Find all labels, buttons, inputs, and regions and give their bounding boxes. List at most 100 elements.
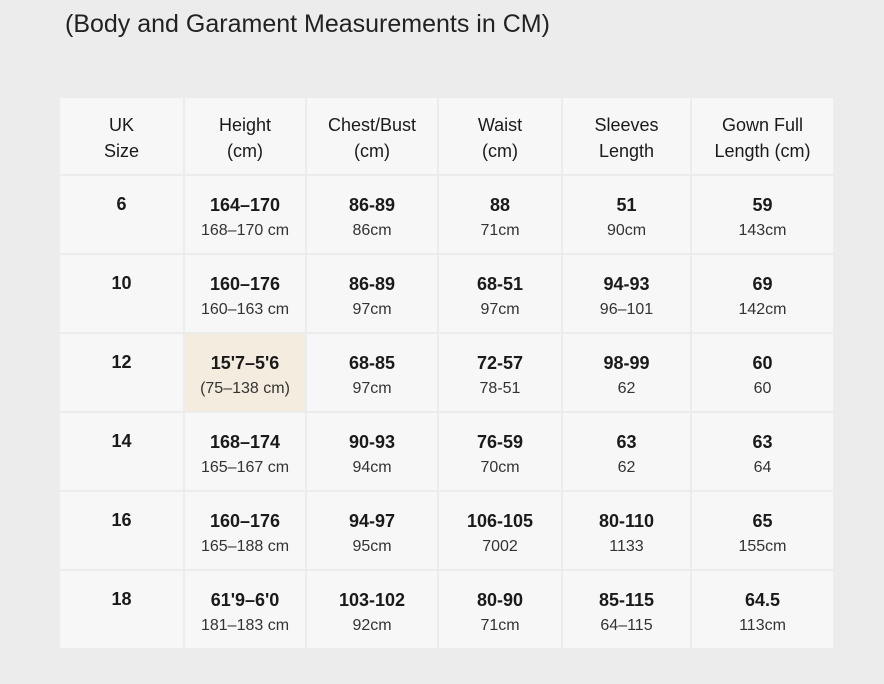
sub-value: 113cm: [739, 617, 786, 634]
sub-value: 71cm: [480, 222, 520, 239]
size-cell: 10: [58, 253, 185, 334]
sub-value: 96–101: [599, 301, 654, 318]
measurement-cell: 80-110 1133: [561, 490, 692, 571]
sub-value: 165–188 cm: [200, 538, 290, 555]
sub-value: 78-51: [479, 380, 521, 397]
column-header: Height (cm): [183, 96, 307, 176]
column-header: Sleeves Length: [561, 96, 692, 176]
sub-value: 155cm: [738, 538, 787, 555]
size-label: 10: [111, 273, 132, 293]
main-value: 98-99: [603, 353, 650, 373]
main-value: 68-51: [476, 274, 524, 294]
main-value: 160–176: [209, 511, 281, 531]
main-value: 160–176: [209, 274, 281, 294]
main-value: 51: [616, 195, 637, 215]
sub-value: 168–170 cm: [200, 222, 290, 239]
main-value: 103-102: [338, 590, 406, 610]
main-value: 59: [752, 195, 773, 215]
size-table: UK Size Height (cm) Chest/Bust (cm) Waist (…: [58, 96, 835, 650]
size-cell: 6: [58, 174, 185, 255]
measurement-cell: 103-102 92cm: [305, 569, 439, 650]
main-value: 76-59: [476, 432, 524, 452]
size-cell: 16: [58, 490, 185, 571]
column-header: Gown Full Length (cm): [690, 96, 835, 176]
main-value: 106-105: [466, 511, 534, 531]
sub-value: 143cm: [738, 222, 787, 239]
main-value: 94-93: [603, 274, 650, 294]
main-value: 86-89: [348, 195, 396, 215]
sub-value: (75–138 cm): [200, 380, 290, 397]
main-value: 80-110: [598, 511, 655, 531]
measurement-cell: 68-51 97cm: [437, 253, 563, 334]
sub-value: 90cm: [606, 222, 647, 239]
measurement-cell: 160–176 165–188 cm: [183, 490, 307, 571]
main-value: 69: [752, 274, 773, 294]
sub-value: 165–167 cm: [200, 459, 290, 476]
size-cell: 12: [58, 332, 185, 413]
measurement-cell: 90-93 94cm: [305, 411, 439, 492]
sub-value: 95cm: [352, 538, 392, 555]
table-row: 6 164–170 168–170 cm 86-89 86cm 88 71cm 51 90cm 5…: [58, 174, 835, 255]
measurement-cell: 51 90cm: [561, 174, 692, 255]
measurement-cell: 80-90 71cm: [437, 569, 563, 650]
main-value: 88: [489, 195, 511, 215]
measurement-cell: 59 143cm: [690, 174, 835, 255]
main-value: 63: [752, 432, 773, 452]
sub-value: 142cm: [738, 301, 787, 318]
measurement-cell: 64.5 113cm: [690, 569, 835, 650]
main-value: 68-85: [348, 353, 396, 373]
column-header: Waist (cm): [437, 96, 563, 176]
sub-value: 7002: [482, 538, 518, 555]
sub-value: 97cm: [352, 301, 392, 318]
main-value: 61'9–6'0: [210, 590, 280, 610]
sub-value: 71cm: [480, 617, 520, 634]
measurement-cell: 63 62: [561, 411, 692, 492]
main-value: 90-93: [348, 432, 396, 452]
measurement-cell: 106-105 7002: [437, 490, 563, 571]
measurement-cell: 72-57 78-51: [437, 332, 563, 413]
sub-value: 62: [617, 380, 636, 397]
measurement-cell: 85-115 64–115: [561, 569, 692, 650]
measurement-cell: 76-59 70cm: [437, 411, 563, 492]
sub-value: 62: [617, 459, 636, 476]
main-value: 86-89: [348, 274, 396, 294]
main-value: 80-90: [476, 590, 524, 610]
size-label: 6: [116, 194, 127, 214]
main-value: 72-57: [476, 353, 524, 373]
table-row: 18 61'9–6'0 181–183 cm 103-102 92cm 80-90 71cm…: [58, 569, 835, 650]
sub-value: 86cm: [352, 222, 392, 239]
measurement-cell: 69 142cm: [690, 253, 835, 334]
sub-value: 92cm: [352, 617, 392, 634]
measurement-cell: 65 155cm: [690, 490, 835, 571]
sub-value: 70cm: [480, 459, 520, 476]
main-value: 164–170: [209, 195, 281, 215]
sub-value: 97cm: [352, 380, 392, 397]
sub-value: 97cm: [480, 301, 520, 318]
table-row: 16 160–176 165–188 cm 94-97 95cm 106-105 7002 8…: [58, 490, 835, 571]
title: (Body and Garament Measurements in CM): [65, 10, 550, 38]
column-header: Chest/Bust (cm): [305, 96, 439, 176]
measurement-cell: 160–176 160–163 cm: [183, 253, 307, 334]
table-row: 10 160–176 160–163 cm 86-89 97cm 68-51 97cm 94-…: [58, 253, 835, 334]
measurement-cell: 86-89 97cm: [305, 253, 439, 334]
measurement-cell: 94-93 96–101: [561, 253, 692, 334]
size-label: 18: [111, 589, 132, 609]
measurement-cell: 94-97 95cm: [305, 490, 439, 571]
measurement-cell: 61'9–6'0 181–183 cm: [183, 569, 307, 650]
measurement-cell: 68-85 97cm: [305, 332, 439, 413]
main-value: 168–174: [209, 432, 281, 452]
sub-value: 60: [753, 380, 772, 397]
main-value: 60: [752, 353, 773, 373]
size-cell: 18: [58, 569, 185, 650]
measurement-cell: 15'7–5'6 (75–138 cm): [183, 332, 307, 413]
main-value: 94-97: [348, 511, 396, 531]
main-value: 63: [616, 432, 637, 452]
table-row: 12 15'7–5'6 (75–138 cm) 68-85 97cm 72-57 78-51…: [58, 332, 835, 413]
size-label: 14: [111, 431, 132, 451]
main-value: 64.5: [744, 590, 781, 610]
main-value: 15'7–5'6: [210, 353, 280, 373]
measurement-cell: 164–170 168–170 cm: [183, 174, 307, 255]
size-label: 12: [111, 352, 132, 372]
sub-value: 1133: [609, 538, 644, 555]
